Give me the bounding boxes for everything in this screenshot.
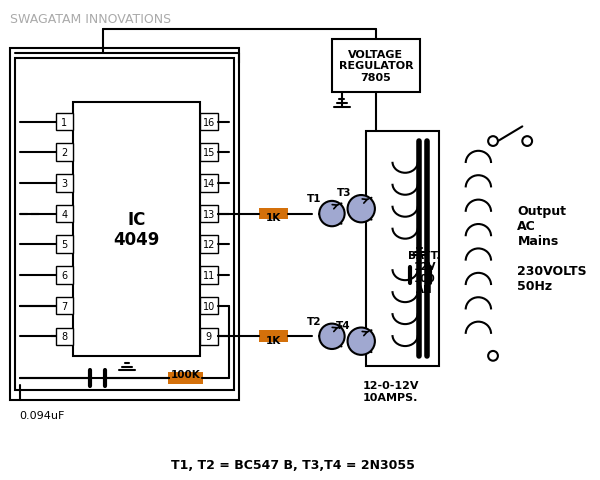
Bar [56,175,73,192]
Bar [332,39,420,93]
Bar [200,205,218,223]
Circle shape [347,328,375,355]
Bar [200,113,218,131]
Bar [169,372,203,384]
Circle shape [488,351,498,361]
Text: 2: 2 [61,148,68,158]
Circle shape [488,137,498,146]
Text: 15: 15 [203,148,215,158]
Circle shape [347,196,375,223]
Text: 1K: 1K [266,213,281,223]
Text: SWAGATAM INNOVATIONS: SWAGATAM INNOVATIONS [10,13,171,26]
Bar [200,236,218,253]
Text: 4: 4 [61,209,67,219]
Text: 0.094uF: 0.094uF [20,409,65,420]
Text: 14: 14 [203,179,215,189]
Text: 7: 7 [61,301,68,311]
Circle shape [523,137,532,146]
Bar [200,144,218,162]
Circle shape [319,202,344,227]
Bar [200,175,218,192]
Bar [56,297,73,315]
Bar [56,205,73,223]
Bar [200,328,218,346]
Text: 10: 10 [203,301,215,311]
Bar [200,297,218,315]
Text: IC
4049: IC 4049 [113,210,160,249]
Text: T1, T2 = BC547 B, T3,T4 = 2N3055: T1, T2 = BC547 B, T3,T4 = 2N3055 [171,458,415,471]
Text: 6: 6 [61,270,67,280]
Text: T2: T2 [307,316,322,326]
Bar [56,236,73,253]
Text: 13: 13 [203,209,215,219]
Bar [56,113,73,131]
Text: VOLTAGE
REGULATOR
7805: VOLTAGE REGULATOR 7805 [338,49,413,83]
Text: 100K: 100K [170,370,200,380]
Bar [56,328,73,346]
Text: 8: 8 [61,332,67,342]
Bar [259,208,288,220]
Bar [259,331,288,342]
Text: 1K: 1K [266,336,281,346]
Text: T3: T3 [337,188,351,198]
Text: T1: T1 [307,193,322,204]
Text: 9: 9 [206,332,212,342]
Circle shape [319,324,344,349]
Text: 1: 1 [61,117,67,127]
Text: 5: 5 [61,240,68,250]
Text: BATT.
12V
100
AH: BATT. 12V 100 AH [409,250,441,295]
Bar [73,103,200,356]
Text: 12-0-12V
10AMPS.: 12-0-12V 10AMPS. [362,381,419,402]
Text: Output
AC
Mains

230VOLTS
50Hz: Output AC Mains 230VOLTS 50Hz [517,205,587,293]
Bar [200,266,218,284]
Text: 16: 16 [203,117,215,127]
Bar [366,132,439,366]
Bar [56,266,73,284]
Text: T4: T4 [337,320,351,330]
Text: 11: 11 [203,270,215,280]
Bar [10,49,239,400]
Bar [56,144,73,162]
Text: 3: 3 [61,179,67,189]
Text: 12: 12 [203,240,215,250]
Bar [14,59,235,390]
